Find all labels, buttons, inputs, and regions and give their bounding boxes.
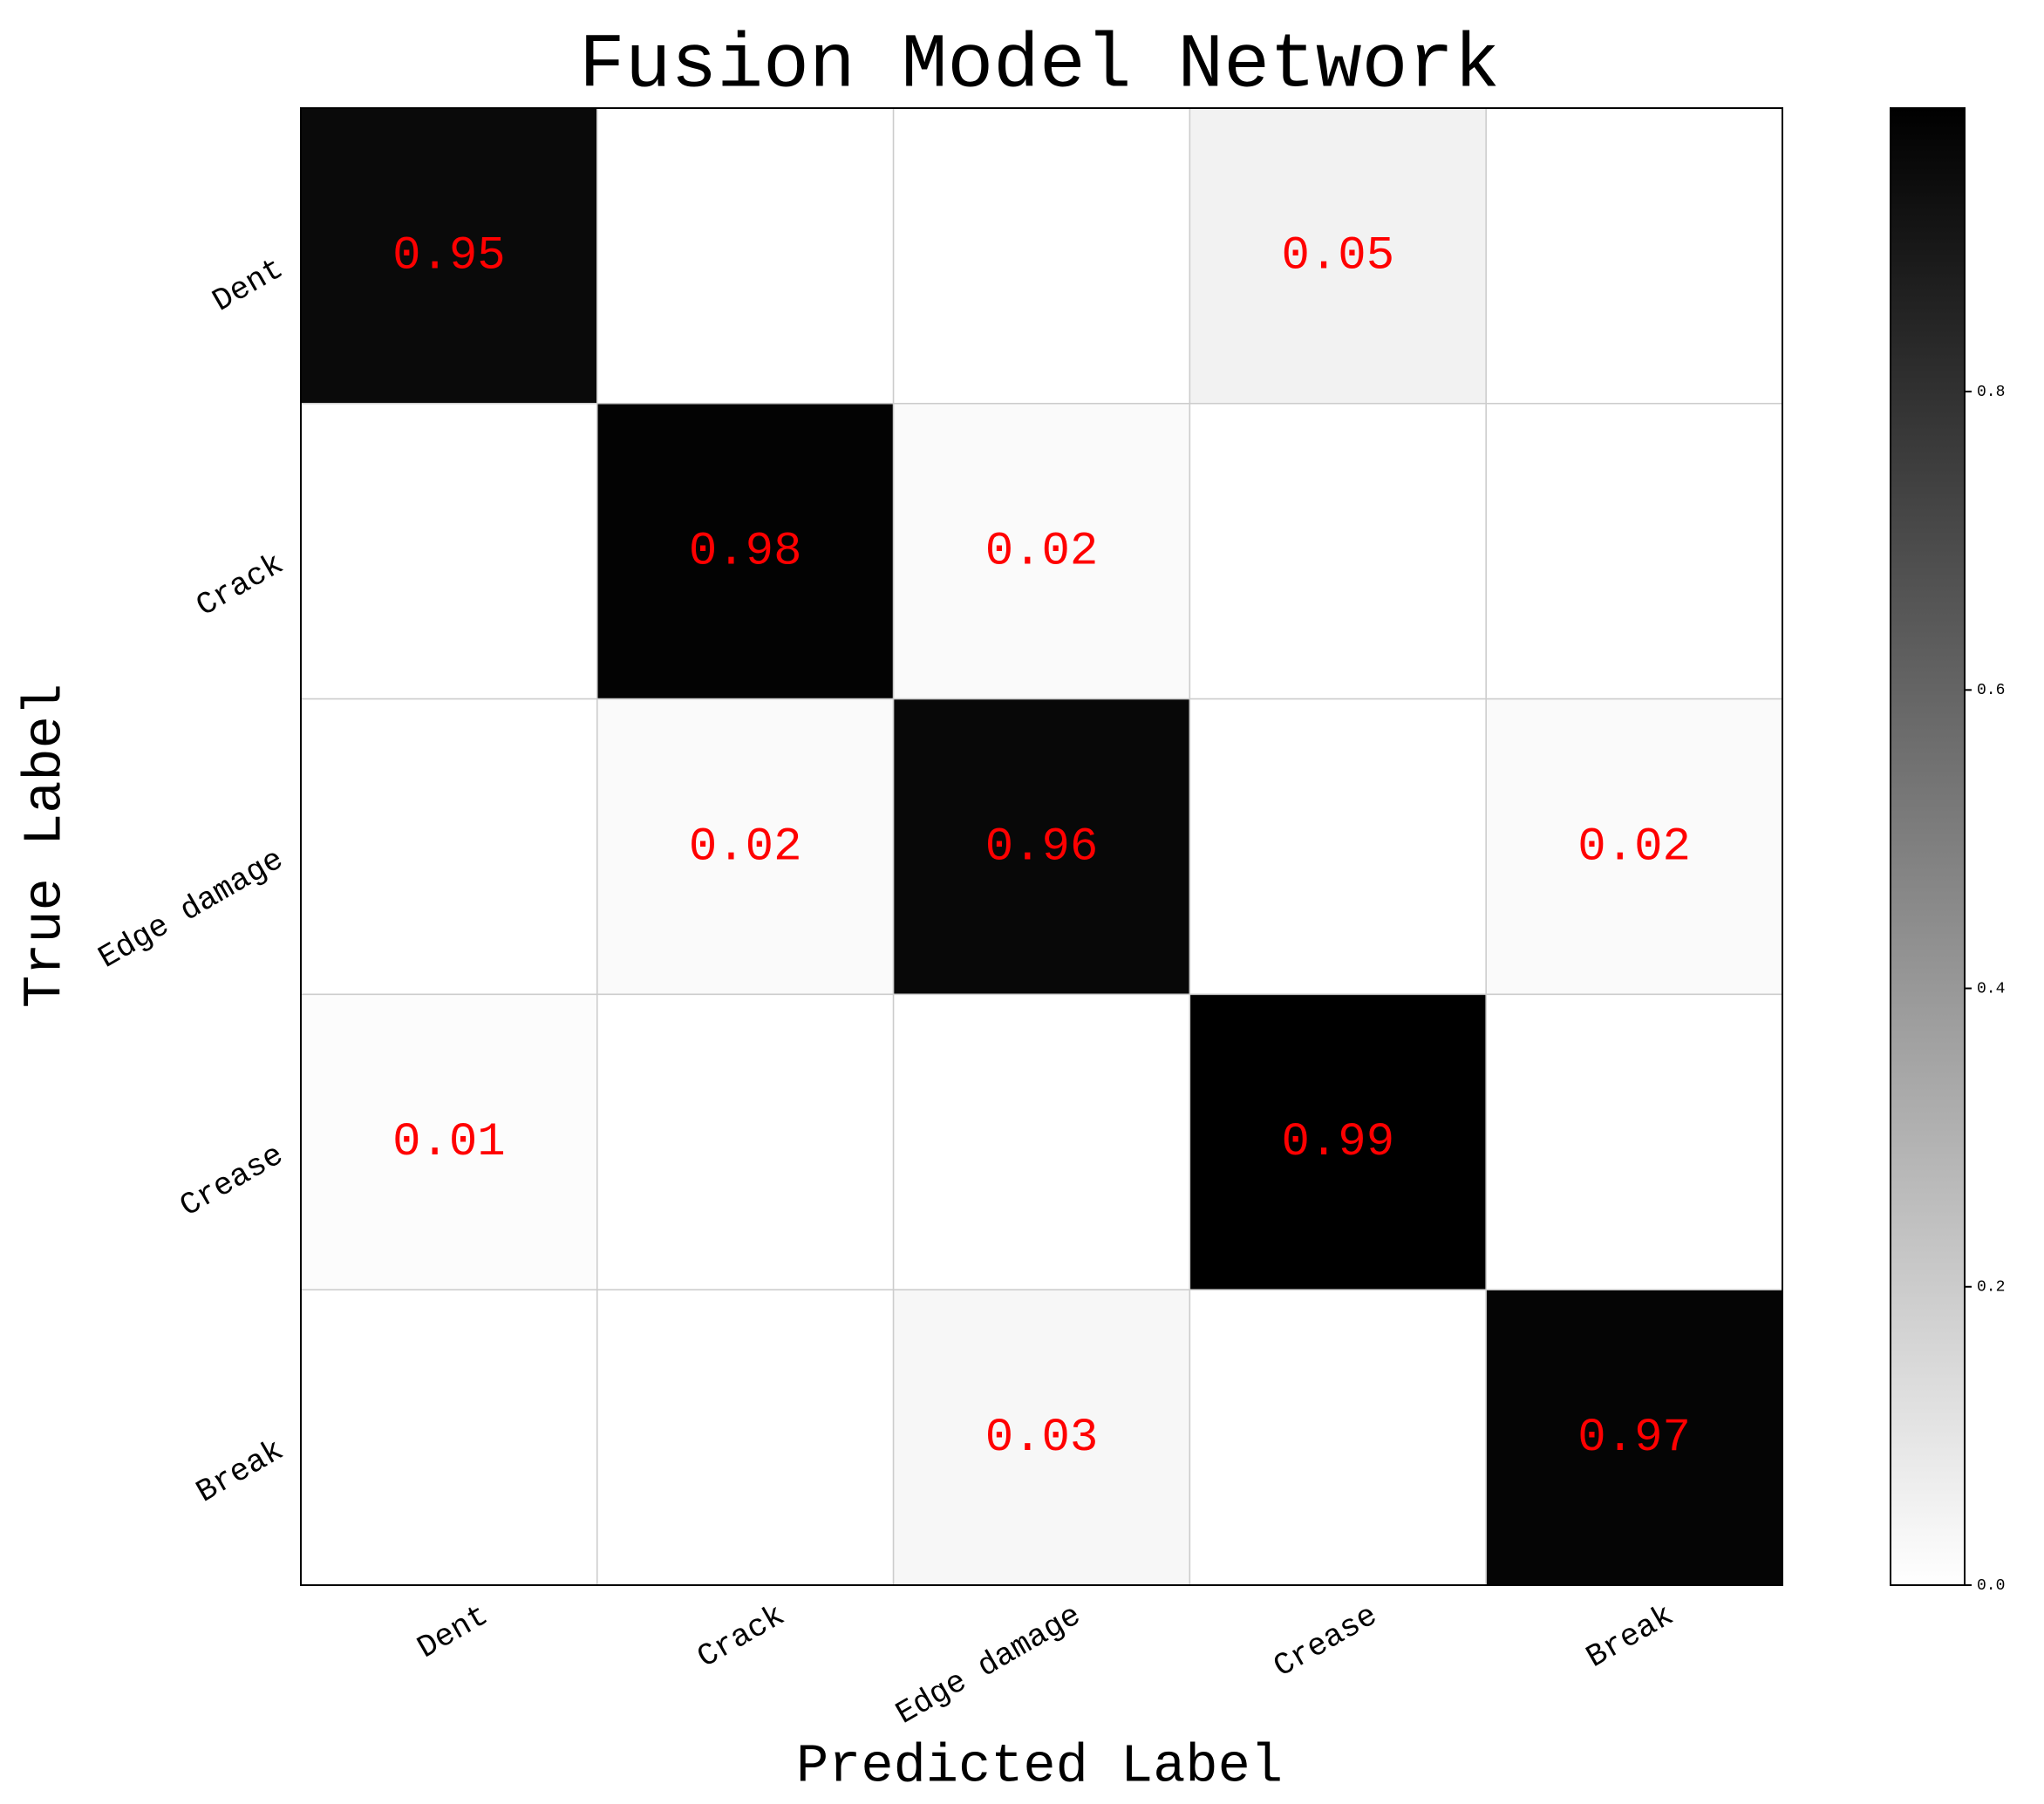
cell-value-label: 0.05 <box>1281 230 1394 283</box>
heatmap-cell <box>1189 403 1487 700</box>
cell-value-label: 0.97 <box>1577 1412 1691 1465</box>
cell-value-label: 0.01 <box>392 1116 506 1169</box>
y-axis-label: True Label <box>14 684 76 1008</box>
heatmap-cell <box>1189 1289 1487 1586</box>
heatmap-cell <box>596 1289 895 1586</box>
chart-title: Fusion Model Network <box>579 23 1500 109</box>
x-tick-label: Edge damage <box>889 1597 1087 1732</box>
plot-frame <box>300 107 1783 1586</box>
y-tick-label: Dent <box>207 251 290 320</box>
cell-value-label: 0.99 <box>1281 1116 1394 1169</box>
heatmap-cell <box>300 107 598 405</box>
heatmap-cell <box>300 1289 598 1586</box>
y-tick-label: Edge damage <box>92 841 290 976</box>
heatmap-cell <box>1485 993 1783 1290</box>
cell-value-label: 0.02 <box>985 525 1099 578</box>
y-tick-label: Break <box>190 1433 290 1511</box>
heatmap-cell <box>1485 403 1783 700</box>
heatmap-cell <box>300 403 598 700</box>
heatmap-cell <box>596 107 895 405</box>
colorbar-tick-label: 0.8 <box>1977 384 2005 401</box>
heatmap-cell <box>596 993 895 1290</box>
y-tick-label: Crease <box>174 1137 290 1224</box>
heatmap-cell <box>892 1289 1191 1586</box>
colorbar <box>1890 107 1966 1586</box>
x-tick-label: Crease <box>1268 1597 1384 1685</box>
cell-value-label: 0.95 <box>392 230 506 283</box>
heatmap-cell <box>892 993 1191 1290</box>
colorbar-tick-label: 0.2 <box>1977 1279 2005 1297</box>
y-tick-label: Crack <box>190 546 290 624</box>
x-tick-label: Crack <box>692 1597 791 1676</box>
heatmap-cell <box>1485 698 1783 996</box>
heatmap-cell <box>300 993 598 1290</box>
x-axis-label: Predicted Label <box>796 1735 1283 1797</box>
heatmap-cell <box>596 403 895 700</box>
x-tick-label: Break <box>1580 1597 1679 1676</box>
cell-value-label: 0.98 <box>689 525 802 578</box>
cell-value-label: 0.02 <box>689 820 802 874</box>
colorbar-tick-label: 0.6 <box>1977 682 2005 699</box>
heatmap-cell <box>892 107 1191 405</box>
x-tick-label: Dent <box>412 1597 494 1666</box>
cell-value-label: 0.03 <box>985 1412 1099 1465</box>
cell-value-label: 0.02 <box>1577 820 1691 874</box>
colorbar-tick-label: 0.0 <box>1977 1577 2005 1595</box>
heatmap-cell <box>892 403 1191 700</box>
heatmap-cell <box>1189 107 1487 405</box>
heatmap-cell <box>892 698 1191 996</box>
cell-value-label: 0.96 <box>985 820 1099 874</box>
heatmap-cell <box>1485 107 1783 405</box>
heatmap-cell <box>1189 698 1487 996</box>
heatmap-cell <box>300 698 598 996</box>
heatmap-cell <box>596 698 895 996</box>
colorbar-tick-label: 0.4 <box>1977 980 2005 997</box>
